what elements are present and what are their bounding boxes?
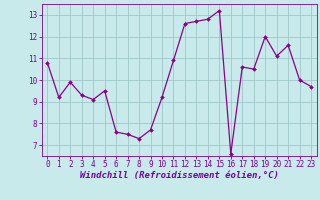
X-axis label: Windchill (Refroidissement éolien,°C): Windchill (Refroidissement éolien,°C) xyxy=(80,171,279,180)
